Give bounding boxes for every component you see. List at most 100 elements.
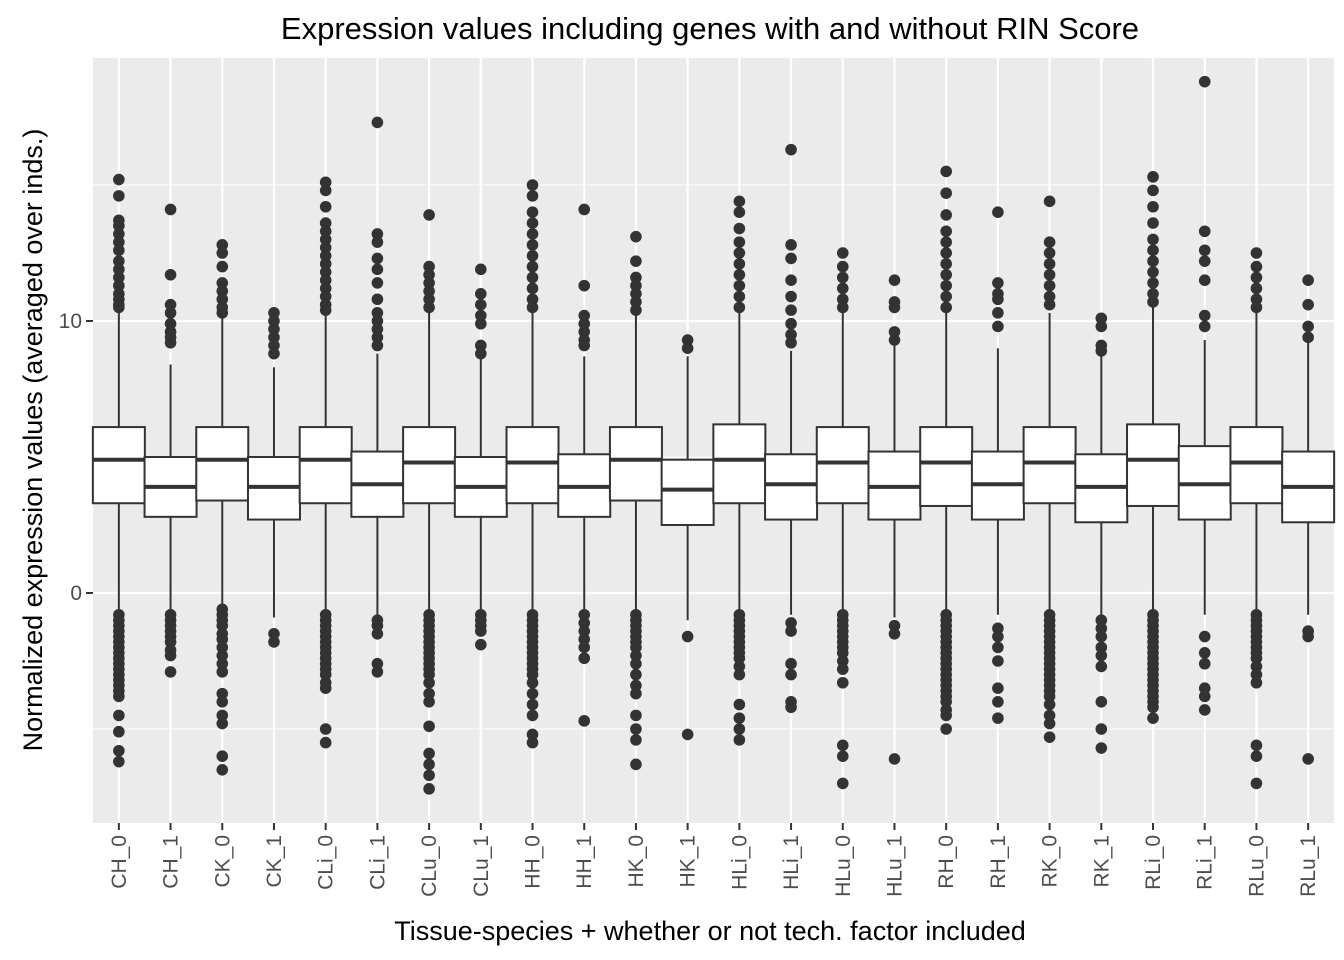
outlier-point (475, 347, 487, 360)
outlier-point (940, 209, 952, 221)
outlier-point (526, 228, 539, 240)
outlier-point (940, 290, 952, 303)
outlier-point (216, 293, 229, 306)
iqr-box (91, 426, 146, 505)
iqr-box (1229, 426, 1284, 505)
outlier-point (1250, 668, 1263, 681)
outlier-point (630, 255, 642, 267)
outlier-point (630, 657, 642, 670)
outlier-point (216, 260, 229, 273)
box-RLu_0 (1229, 247, 1284, 790)
outlier-point (578, 715, 591, 727)
outlier-point (888, 274, 901, 287)
outlier-point (371, 323, 384, 335)
outlier-point (630, 734, 642, 746)
outlier-point (526, 190, 539, 202)
outlier-point (1302, 298, 1314, 311)
box-RH_1 (970, 206, 1025, 724)
x-tick-label: HH_0 (522, 835, 545, 889)
outlier-point (113, 301, 125, 314)
outlier-point (630, 709, 642, 722)
outlier-point (319, 266, 332, 278)
outlier-point (216, 750, 229, 762)
outlier-point (526, 736, 539, 749)
iqr-box (660, 458, 715, 526)
outlier-point (371, 252, 384, 265)
box-CLi_0 (298, 176, 353, 749)
outlier-point (216, 649, 229, 662)
iqr-box (815, 426, 870, 505)
outlier-point (785, 274, 797, 287)
outlier-point (113, 725, 125, 738)
outlier-point (113, 228, 125, 240)
outlier-point (1198, 657, 1211, 670)
outlier-point (630, 679, 642, 692)
outlier-point (836, 750, 849, 762)
iqr-box (1022, 426, 1077, 505)
outlier-point (785, 290, 797, 303)
iqr-box (712, 423, 767, 505)
outlier-point (578, 641, 591, 654)
outlier-point (940, 723, 952, 735)
outlier-point (526, 217, 539, 229)
outlier-point (1147, 701, 1159, 714)
outlier-point (681, 630, 694, 643)
outlier-point (268, 315, 280, 327)
outlier-point (319, 682, 332, 694)
outlier-point (836, 260, 849, 273)
outlier-point (630, 758, 642, 771)
outlier-point (371, 315, 384, 327)
outlier-point (113, 255, 125, 267)
outlier-point (216, 619, 229, 632)
iqr-box (402, 426, 457, 505)
outlier-point (1043, 709, 1056, 722)
outlier-point (164, 307, 177, 319)
outlier-point (630, 304, 642, 316)
outlier-point (526, 249, 539, 262)
outlier-point (423, 209, 435, 221)
outlier-point (1198, 682, 1211, 694)
outlier-point (1043, 268, 1056, 281)
outlier-point (888, 334, 901, 346)
outlier-point (578, 617, 591, 629)
outlier-point (630, 687, 642, 700)
outlier-point (475, 309, 487, 322)
x-tick-label: CK_1 (263, 835, 286, 888)
outlier-point (216, 633, 229, 646)
outlier-point (940, 247, 952, 259)
outlier-point (733, 712, 746, 724)
outlier-point (733, 268, 746, 281)
outlier-point (319, 282, 332, 295)
outlier-point (526, 676, 539, 689)
outlier-point (371, 331, 384, 344)
box-CK_1 (246, 307, 301, 648)
outlier-point (992, 712, 1004, 724)
box-HK_0 (608, 230, 663, 771)
outlier-point (630, 649, 642, 662)
outlier-point (113, 279, 125, 292)
outlier-point (113, 190, 125, 202)
outlier-point (836, 282, 849, 295)
outlier-point (1043, 731, 1056, 743)
outlier-point (1250, 271, 1263, 284)
outlier-point (992, 682, 1004, 694)
outlier-point (1147, 266, 1159, 278)
outlier-point (785, 252, 797, 265)
outlier-point (1302, 753, 1314, 765)
outlier-point (268, 331, 280, 344)
outlier-point (940, 301, 952, 314)
outlier-point (578, 279, 591, 292)
outlier-point (371, 277, 384, 289)
outlier-point (164, 666, 177, 678)
outlier-point (578, 317, 591, 330)
outlier-point (423, 758, 435, 771)
outlier-point (1250, 293, 1263, 306)
outlier-point (1250, 301, 1263, 314)
outlier-point (1198, 690, 1211, 703)
outlier-point (164, 298, 177, 311)
x-tick-label: RK_1 (1090, 835, 1113, 888)
x-tick-label: CH_1 (160, 835, 183, 889)
outlier-point (268, 628, 280, 640)
outlier-point (785, 143, 797, 156)
outlier-point (630, 296, 642, 308)
